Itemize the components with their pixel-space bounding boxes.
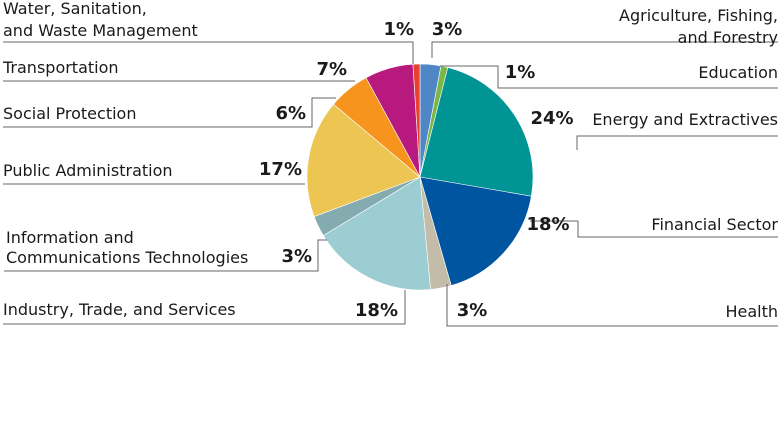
leader-line-information-and-communications-technologies	[4, 239, 327, 272]
leader-line-energy-and-extractives	[576, 135, 778, 150]
percent-label-health: 3%	[457, 300, 488, 321]
category-label-water-sanitation-and-waste-management: and Waste Management	[3, 21, 198, 40]
category-label-education: Education	[698, 63, 778, 82]
percent-label-transportation: 7%	[316, 59, 347, 80]
pie-slice-public-administration	[306, 103, 421, 217]
pie-slice-financial-sector	[419, 176, 532, 286]
pie-slices	[306, 63, 534, 291]
pie-slice-energy-and-extractives	[419, 67, 534, 197]
category-label-health: Health	[725, 302, 778, 321]
percent-label-industry-trade-and-services: 18%	[355, 300, 398, 321]
percent-label-agriculture-fishing-and-forestry: 3%	[432, 19, 463, 40]
category-label-water-sanitation-and-waste-management: Water, Sanitation,	[3, 0, 147, 18]
percent-label-education: 1%	[505, 62, 536, 83]
category-label-information-and-communications-technologies: Communications Technologies	[6, 248, 248, 267]
percent-label-energy-and-extractives: 24%	[530, 108, 573, 129]
category-label-agriculture-fishing-and-forestry: Agriculture, Fishing,	[619, 6, 778, 25]
category-label-industry-trade-and-services: Industry, Trade, and Services	[3, 300, 236, 319]
percent-label-public-administration: 17%	[259, 159, 302, 180]
category-label-financial-sector: Financial Sector	[651, 215, 778, 234]
percent-label-water-sanitation-and-waste-management: 1%	[383, 19, 414, 40]
leader-line-financial-sector	[530, 220, 778, 238]
category-label-social-protection: Social Protection	[3, 104, 136, 123]
category-label-public-administration: Public Administration	[3, 161, 173, 180]
percent-label-social-protection: 6%	[275, 103, 306, 124]
percent-label-financial-sector: 18%	[526, 214, 569, 235]
pie-slice-water-sanitation-and-waste-management	[412, 63, 421, 178]
leader-line-social-protection	[3, 97, 336, 128]
percent-label-information-and-communications-technologies: 3%	[281, 246, 312, 267]
leader-line-education	[440, 65, 778, 89]
pie-slice-industry-trade-and-services	[322, 176, 431, 291]
leader-line-agriculture-fishing-and-forestry	[431, 41, 778, 58]
category-label-agriculture-fishing-and-forestry: and Forestry	[678, 28, 778, 47]
category-label-energy-and-extractives: Energy and Extractives	[592, 110, 778, 129]
category-label-information-and-communications-technologies: Information and	[6, 228, 134, 247]
leader-line-industry-trade-and-services	[3, 290, 406, 325]
category-label-transportation: Transportation	[2, 58, 119, 77]
leader-line-health	[446, 284, 778, 327]
leader-line-water-sanitation-and-waste-management	[3, 41, 414, 64]
